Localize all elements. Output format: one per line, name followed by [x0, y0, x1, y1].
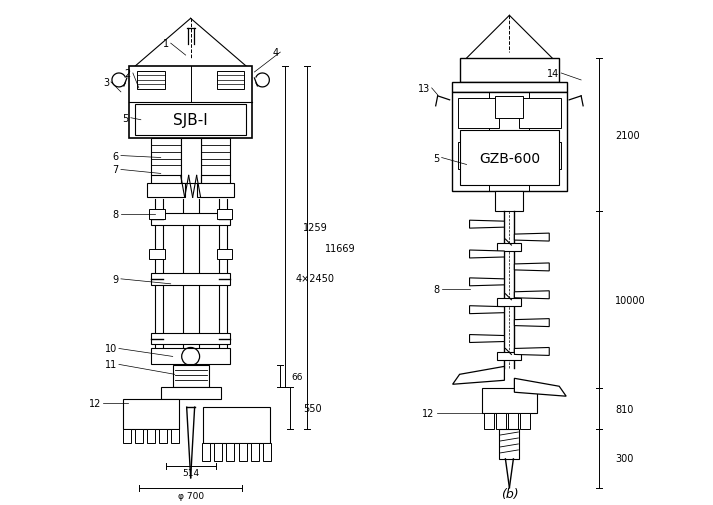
Bar: [458, 142, 496, 170]
Text: 66: 66: [291, 372, 303, 381]
Bar: [149, 210, 165, 220]
Text: 4×2450: 4×2450: [295, 273, 334, 283]
Bar: [498, 353, 521, 361]
Text: 4: 4: [272, 48, 278, 58]
Bar: [129, 67, 252, 138]
Text: 11: 11: [105, 360, 117, 370]
Bar: [496, 96, 523, 119]
Text: 8: 8: [113, 210, 119, 220]
Polygon shape: [470, 250, 504, 259]
Text: 8: 8: [434, 284, 440, 294]
Bar: [508, 413, 518, 429]
Bar: [151, 349, 230, 365]
Bar: [123, 429, 131, 443]
Polygon shape: [514, 264, 549, 271]
Bar: [137, 72, 165, 90]
Bar: [520, 413, 530, 429]
Text: 5: 5: [123, 114, 129, 124]
Text: 1: 1: [163, 39, 169, 49]
Bar: [519, 98, 561, 128]
Bar: [496, 192, 523, 212]
Bar: [200, 138, 230, 176]
Text: 550: 550: [303, 403, 322, 413]
Text: 13: 13: [418, 84, 430, 94]
Text: 9: 9: [113, 274, 119, 284]
Bar: [160, 387, 220, 399]
Bar: [197, 184, 235, 198]
Bar: [173, 366, 209, 387]
Text: 300: 300: [615, 453, 633, 464]
Polygon shape: [514, 234, 549, 241]
Bar: [217, 249, 232, 260]
Polygon shape: [470, 221, 504, 229]
Text: 3: 3: [103, 78, 109, 88]
Bar: [202, 408, 270, 443]
Text: 7: 7: [113, 165, 119, 175]
Bar: [151, 214, 230, 226]
Polygon shape: [514, 348, 549, 356]
Bar: [451, 83, 567, 93]
Bar: [239, 443, 247, 461]
Text: 1259: 1259: [303, 222, 328, 232]
Text: 5: 5: [434, 153, 440, 163]
Polygon shape: [453, 367, 504, 384]
Polygon shape: [470, 306, 504, 314]
Bar: [451, 93, 567, 192]
Bar: [123, 399, 179, 429]
Polygon shape: [514, 379, 566, 396]
Bar: [458, 98, 499, 128]
Text: SJB-I: SJB-I: [173, 113, 208, 127]
Text: 6: 6: [113, 151, 119, 161]
Text: 10000: 10000: [615, 295, 645, 305]
Bar: [180, 138, 200, 184]
Polygon shape: [514, 291, 549, 299]
Bar: [202, 443, 210, 461]
Text: 12: 12: [88, 398, 101, 409]
Bar: [460, 130, 559, 186]
Bar: [226, 443, 235, 461]
Text: 2100: 2100: [615, 130, 640, 140]
Polygon shape: [470, 278, 504, 286]
Text: 2: 2: [125, 69, 131, 79]
Bar: [159, 429, 167, 443]
Polygon shape: [470, 335, 504, 343]
Text: 10: 10: [105, 344, 117, 354]
Text: 810: 810: [615, 404, 633, 414]
Bar: [135, 105, 247, 135]
Bar: [151, 138, 180, 176]
Bar: [170, 429, 179, 443]
Bar: [496, 413, 506, 429]
Bar: [135, 429, 143, 443]
Text: 14: 14: [547, 69, 559, 79]
Bar: [149, 249, 165, 260]
Bar: [214, 443, 222, 461]
Bar: [147, 429, 155, 443]
Text: GZB-600: GZB-600: [479, 151, 540, 165]
Bar: [498, 243, 521, 251]
Bar: [147, 184, 185, 198]
Polygon shape: [514, 319, 549, 327]
Bar: [251, 443, 259, 461]
Text: 514: 514: [182, 468, 199, 477]
Bar: [151, 273, 230, 285]
Text: (b): (b): [501, 487, 518, 500]
Text: φ 700: φ 700: [178, 491, 204, 500]
Bar: [217, 72, 245, 90]
Bar: [263, 443, 272, 461]
Bar: [151, 333, 230, 345]
Bar: [498, 298, 521, 306]
Bar: [481, 388, 538, 413]
Bar: [523, 142, 561, 170]
Bar: [485, 413, 494, 429]
Text: 12: 12: [422, 409, 435, 418]
Text: 11669: 11669: [325, 243, 356, 253]
Bar: [499, 429, 519, 459]
Bar: [460, 59, 559, 83]
Bar: [217, 210, 232, 220]
